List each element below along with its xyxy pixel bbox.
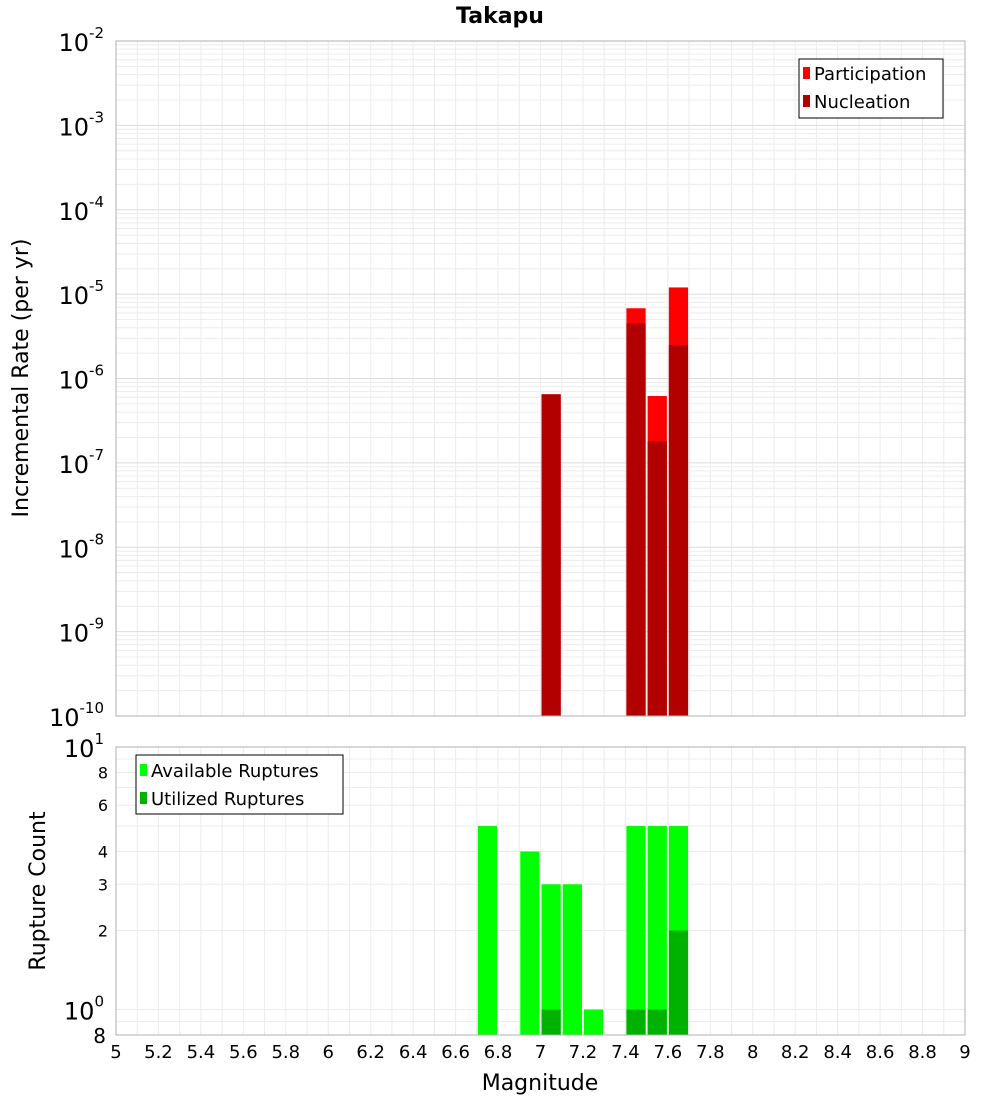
available-ruptures-bar (626, 826, 646, 1035)
x-tick-label: 8.6 (866, 1042, 895, 1063)
x-tick-label: 7.6 (654, 1042, 683, 1063)
utilized-ruptures-bar (668, 930, 689, 1035)
x-tick-label: 5.8 (271, 1042, 300, 1063)
available-ruptures-bar (562, 884, 582, 1035)
x-tick-label: 7.2 (569, 1042, 598, 1063)
top-y-tick-label: 10-3 (58, 108, 104, 141)
bottom-legend-box (135, 754, 344, 815)
chart-title: Takapu (456, 4, 544, 29)
legend-nucleation-swatch (803, 95, 810, 107)
top-gridlines (115, 41, 966, 717)
legend-available-label: Available Ruptures (151, 761, 319, 782)
available-ruptures-bar (520, 851, 540, 1035)
x-axis-label: Magnitude (482, 1071, 599, 1096)
x-tick-label: 7 (535, 1042, 546, 1063)
top-y-tick-label: 10-4 (58, 193, 104, 226)
bottom-y-axis-min-label: 8 (93, 1024, 106, 1048)
available-ruptures-bar (583, 1009, 604, 1035)
x-tick-label: 8.8 (908, 1042, 937, 1063)
bottom-y-minor-tick-label: 8 (98, 763, 108, 782)
x-tick-label: 7.4 (611, 1042, 640, 1063)
bottom-y-minor-tick-label: 6 (98, 796, 108, 815)
x-tick-label: 5 (110, 1042, 121, 1063)
bottom-y-minor-tick-label: 3 (98, 875, 108, 894)
top-y-tick-label: 10-5 (58, 277, 104, 310)
top-bars (541, 287, 689, 716)
x-tick-label: 7.8 (696, 1042, 725, 1063)
x-tick-label: 6.4 (399, 1042, 428, 1063)
top-y-tick-labels: 10-2 10-3 10-4 10-5 10-6 10-7 10-8 10-9 10-10 (49, 24, 104, 732)
bottom-y-minor-tick-label: 2 (98, 922, 108, 941)
top-y-tick-label: 10-10 (49, 699, 104, 732)
top-y-axis-label: Incremental Rate (per yr) (9, 239, 34, 518)
bottom-y-major-tick-label: 100 (64, 993, 104, 1026)
utilized-ruptures-bar (626, 1009, 646, 1035)
top-y-tick-label: 10-7 (58, 446, 104, 479)
bottom-y-axis-label: Rupture Count (26, 811, 51, 971)
available-ruptures-bar (477, 826, 498, 1035)
nucleation-bar (647, 441, 667, 716)
x-tick-label: 6.6 (441, 1042, 470, 1063)
legend-utilized-swatch (140, 792, 147, 804)
bottom-y-major-tick-label: 101 (64, 730, 104, 763)
x-tick-labels: 5 5.2 5.4 5.6 5.8 6 6.2 6.4 6.6 6.8 7 7.2 7.4 7.6 7.8 8… (110, 1042, 970, 1063)
bottom-bars (477, 826, 689, 1035)
x-tick-label: 6 (323, 1042, 334, 1063)
x-tick-label: 5.2 (144, 1042, 173, 1063)
available-ruptures-bar (541, 884, 561, 1035)
x-tick-label: 6.8 (484, 1042, 513, 1063)
available-ruptures-bar (647, 826, 667, 1035)
bottom-y-minor-tick-label: 4 (98, 842, 108, 861)
bottom-plot-frame (115, 746, 966, 1036)
top-y-tick-label: 10-2 (58, 24, 104, 57)
x-tick-label: 8.4 (823, 1042, 852, 1063)
nucleation-bar (626, 323, 646, 716)
x-tick-label: 5.6 (229, 1042, 258, 1063)
nucleation-bar (541, 394, 561, 716)
top-y-tick-label: 10-9 (58, 615, 104, 648)
bottom-legend: Available Ruptures Utilized Ruptures (135, 754, 344, 815)
top-y-tick-label: 10-8 (58, 530, 104, 563)
legend-nucleation-label: Nucleation (814, 92, 910, 113)
nucleation-bar (668, 344, 689, 716)
top-plot-frame (115, 40, 966, 717)
top-y-tick-label: 10-6 (58, 362, 104, 395)
x-tick-label: 8 (747, 1042, 758, 1063)
x-tick-label: 6.2 (356, 1042, 385, 1063)
top-legend: Participation Nucleation (798, 58, 944, 119)
x-tick-label: 8.2 (781, 1042, 810, 1063)
legend-participation-label: Participation (814, 64, 926, 85)
x-tick-label: 5.4 (187, 1042, 216, 1063)
utilized-ruptures-bar (647, 1009, 667, 1035)
top-legend-box (798, 58, 944, 119)
legend-participation-swatch (803, 67, 810, 79)
legend-utilized-label: Utilized Ruptures (151, 789, 304, 810)
utilized-ruptures-bar (541, 1009, 561, 1035)
legend-available-swatch (140, 764, 147, 776)
x-tick-label: 9 (959, 1042, 970, 1063)
